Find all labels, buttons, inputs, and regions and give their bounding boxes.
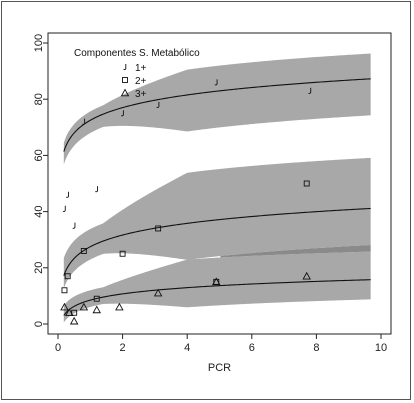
point-series-1-2	[66, 191, 69, 198]
point-series-2-2	[64, 273, 71, 280]
y-tick-label-60: 60	[33, 149, 45, 161]
band-series-2	[63, 157, 371, 289]
legend-marker-1	[123, 64, 127, 71]
band-series-3	[63, 251, 371, 323]
legend-label-2: 2+	[135, 76, 147, 87]
band-overlap	[220, 244, 371, 258]
x-tick-label-0: 0	[55, 342, 61, 354]
plot-box	[47, 32, 392, 335]
point-series-2-9	[303, 180, 310, 187]
point-series-1-9	[308, 87, 312, 94]
data-points	[60, 79, 312, 325]
point-series-2-4	[80, 247, 87, 254]
point-series-3-1	[60, 302, 69, 311]
point-series-3-3	[69, 316, 79, 325]
fit-curve-series-3	[63, 279, 371, 316]
fit-curve-series-2	[63, 207, 371, 276]
legend-label-3: 3+	[135, 89, 147, 100]
y-tick-label-20: 20	[33, 262, 45, 274]
x-tick-label-4: 4	[184, 342, 190, 354]
point-series-3-2	[65, 308, 74, 317]
point-series-1-8	[214, 79, 218, 86]
x-tick-label-8: 8	[313, 342, 319, 354]
x-axis-label: PCR	[208, 362, 231, 374]
point-series-3-5	[92, 305, 102, 314]
point-series-3-9	[302, 271, 311, 280]
point-series-1-4	[82, 118, 86, 125]
y-tick-label-0: 0	[33, 321, 45, 327]
x-tick-label-10: 10	[375, 342, 387, 354]
point-series-2-5	[93, 295, 100, 302]
point-series-1-3	[72, 222, 76, 229]
point-series-1-7	[156, 101, 160, 108]
point-series-2-6	[119, 250, 126, 257]
fit-curve-series-1	[63, 78, 371, 152]
fit-curves	[63, 78, 371, 316]
point-series-3-4	[79, 302, 89, 311]
point-series-3-7	[153, 288, 163, 297]
legend-title: Componentes S. Metabólico	[74, 48, 200, 59]
legend: Componentes S. Metabólico 1+ 2+ 3+	[74, 48, 200, 100]
legend-marker-3	[120, 88, 130, 97]
y-tick-label-80: 80	[33, 93, 45, 105]
point-series-3-8	[212, 277, 221, 286]
band-series-1	[63, 53, 371, 165]
x-tick-label-6: 6	[249, 342, 255, 354]
x-tick-label-2: 2	[120, 342, 126, 354]
point-series-1-1	[62, 205, 66, 212]
y-tick-label-100: 100	[33, 34, 45, 52]
legend-label-1: 1+	[135, 63, 147, 74]
y-tick-label-40: 40	[33, 205, 45, 217]
point-series-1-5	[95, 186, 99, 193]
point-series-1-6	[120, 110, 124, 117]
legend-marker-2	[122, 77, 128, 83]
point-series-2-1	[61, 287, 68, 294]
point-series-2-7	[155, 225, 162, 232]
point-series-3-6	[115, 302, 124, 311]
confidence-bands	[63, 53, 371, 323]
